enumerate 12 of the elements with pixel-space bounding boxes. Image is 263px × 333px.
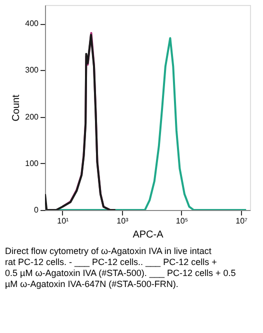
y-tick-label: 0	[34, 206, 40, 214]
x-tick-label: 10¹	[57, 216, 70, 226]
x-tick-label: 10⁷	[236, 216, 248, 226]
text: Direct flow cytometry of ω-Agatoxin IVA in live intact rat PC-12 cells. - ___ PC-12 cells.. ___ PC-12 cells + 0.5 µM ω-Agatoxin IVA (#STA-500). ___ PC-12 cells + 0.5 µM ω-Agatoxin IVA-647N (#STA-500-FRN).	[5, 246, 236, 289]
x-tick-label: 10⁵	[176, 216, 188, 226]
y-tick-label: 300	[25, 66, 40, 75]
y-tick-label: 100	[25, 158, 40, 168]
y-tick-label: 400	[25, 19, 40, 28]
y-tick-label: 200	[25, 112, 40, 122]
x-tick-label: 10³	[116, 216, 129, 226]
y-axis-title: Count	[11, 94, 22, 122]
x-axis-title: APC-A	[132, 230, 164, 240]
